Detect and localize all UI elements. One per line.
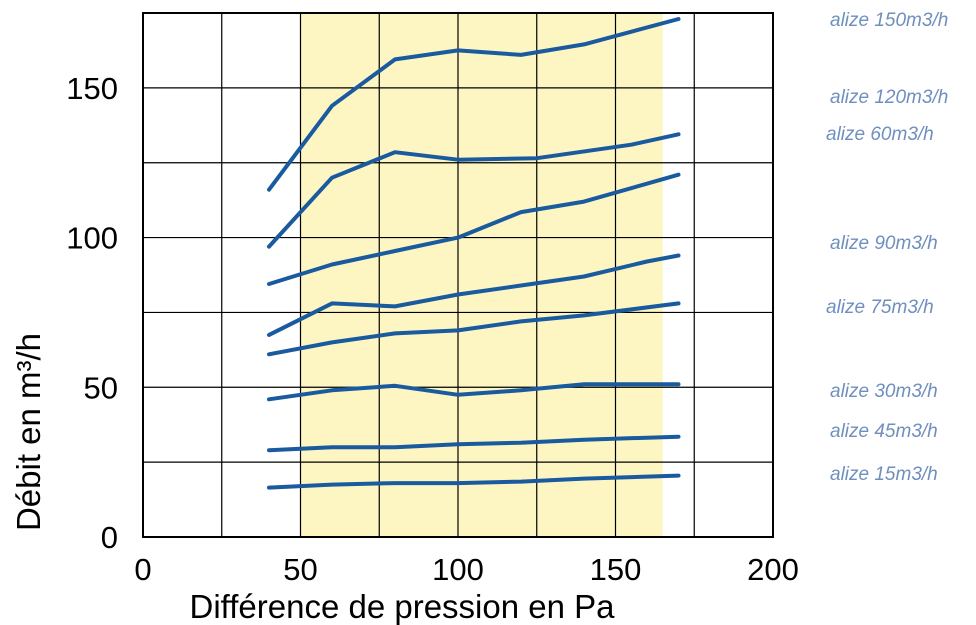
series-line — [267, 253, 681, 337]
y-tick-label: 0 — [101, 520, 118, 555]
x-tick-label: 0 — [134, 552, 151, 587]
y-axis-title: Débit en m³/h — [10, 333, 47, 531]
y-tick-label: 150 — [66, 71, 118, 106]
series-line — [267, 17, 681, 192]
x-axis-title: Différence de pression en Pa — [190, 588, 616, 625]
series-label: alize 60m3/h — [826, 124, 934, 145]
series-label: alize 75m3/h — [826, 297, 934, 318]
series-label: alize 30m3/h — [830, 381, 938, 402]
series-line — [267, 434, 681, 453]
x-tick-label: 50 — [283, 552, 317, 587]
plot-frame — [142, 12, 774, 538]
series-line — [267, 382, 681, 402]
highlight-band — [300, 13, 663, 537]
series-line — [267, 473, 681, 490]
x-tick-label: 150 — [590, 552, 642, 587]
series-line — [267, 301, 681, 357]
y-tick-label: 50 — [84, 370, 118, 405]
series-label: alize 90m3/h — [830, 233, 938, 254]
y-tick-label: 100 — [66, 221, 118, 256]
series-line — [267, 172, 681, 286]
series-label: alize 15m3/h — [830, 464, 938, 485]
series-label: alize 45m3/h — [830, 421, 938, 442]
series-line — [267, 132, 681, 249]
x-tick-label: 200 — [747, 552, 799, 587]
series-label: alize 120m3/h — [830, 87, 948, 108]
x-tick-label: 100 — [432, 552, 484, 587]
series-label: alize 150m3/h — [830, 10, 948, 31]
